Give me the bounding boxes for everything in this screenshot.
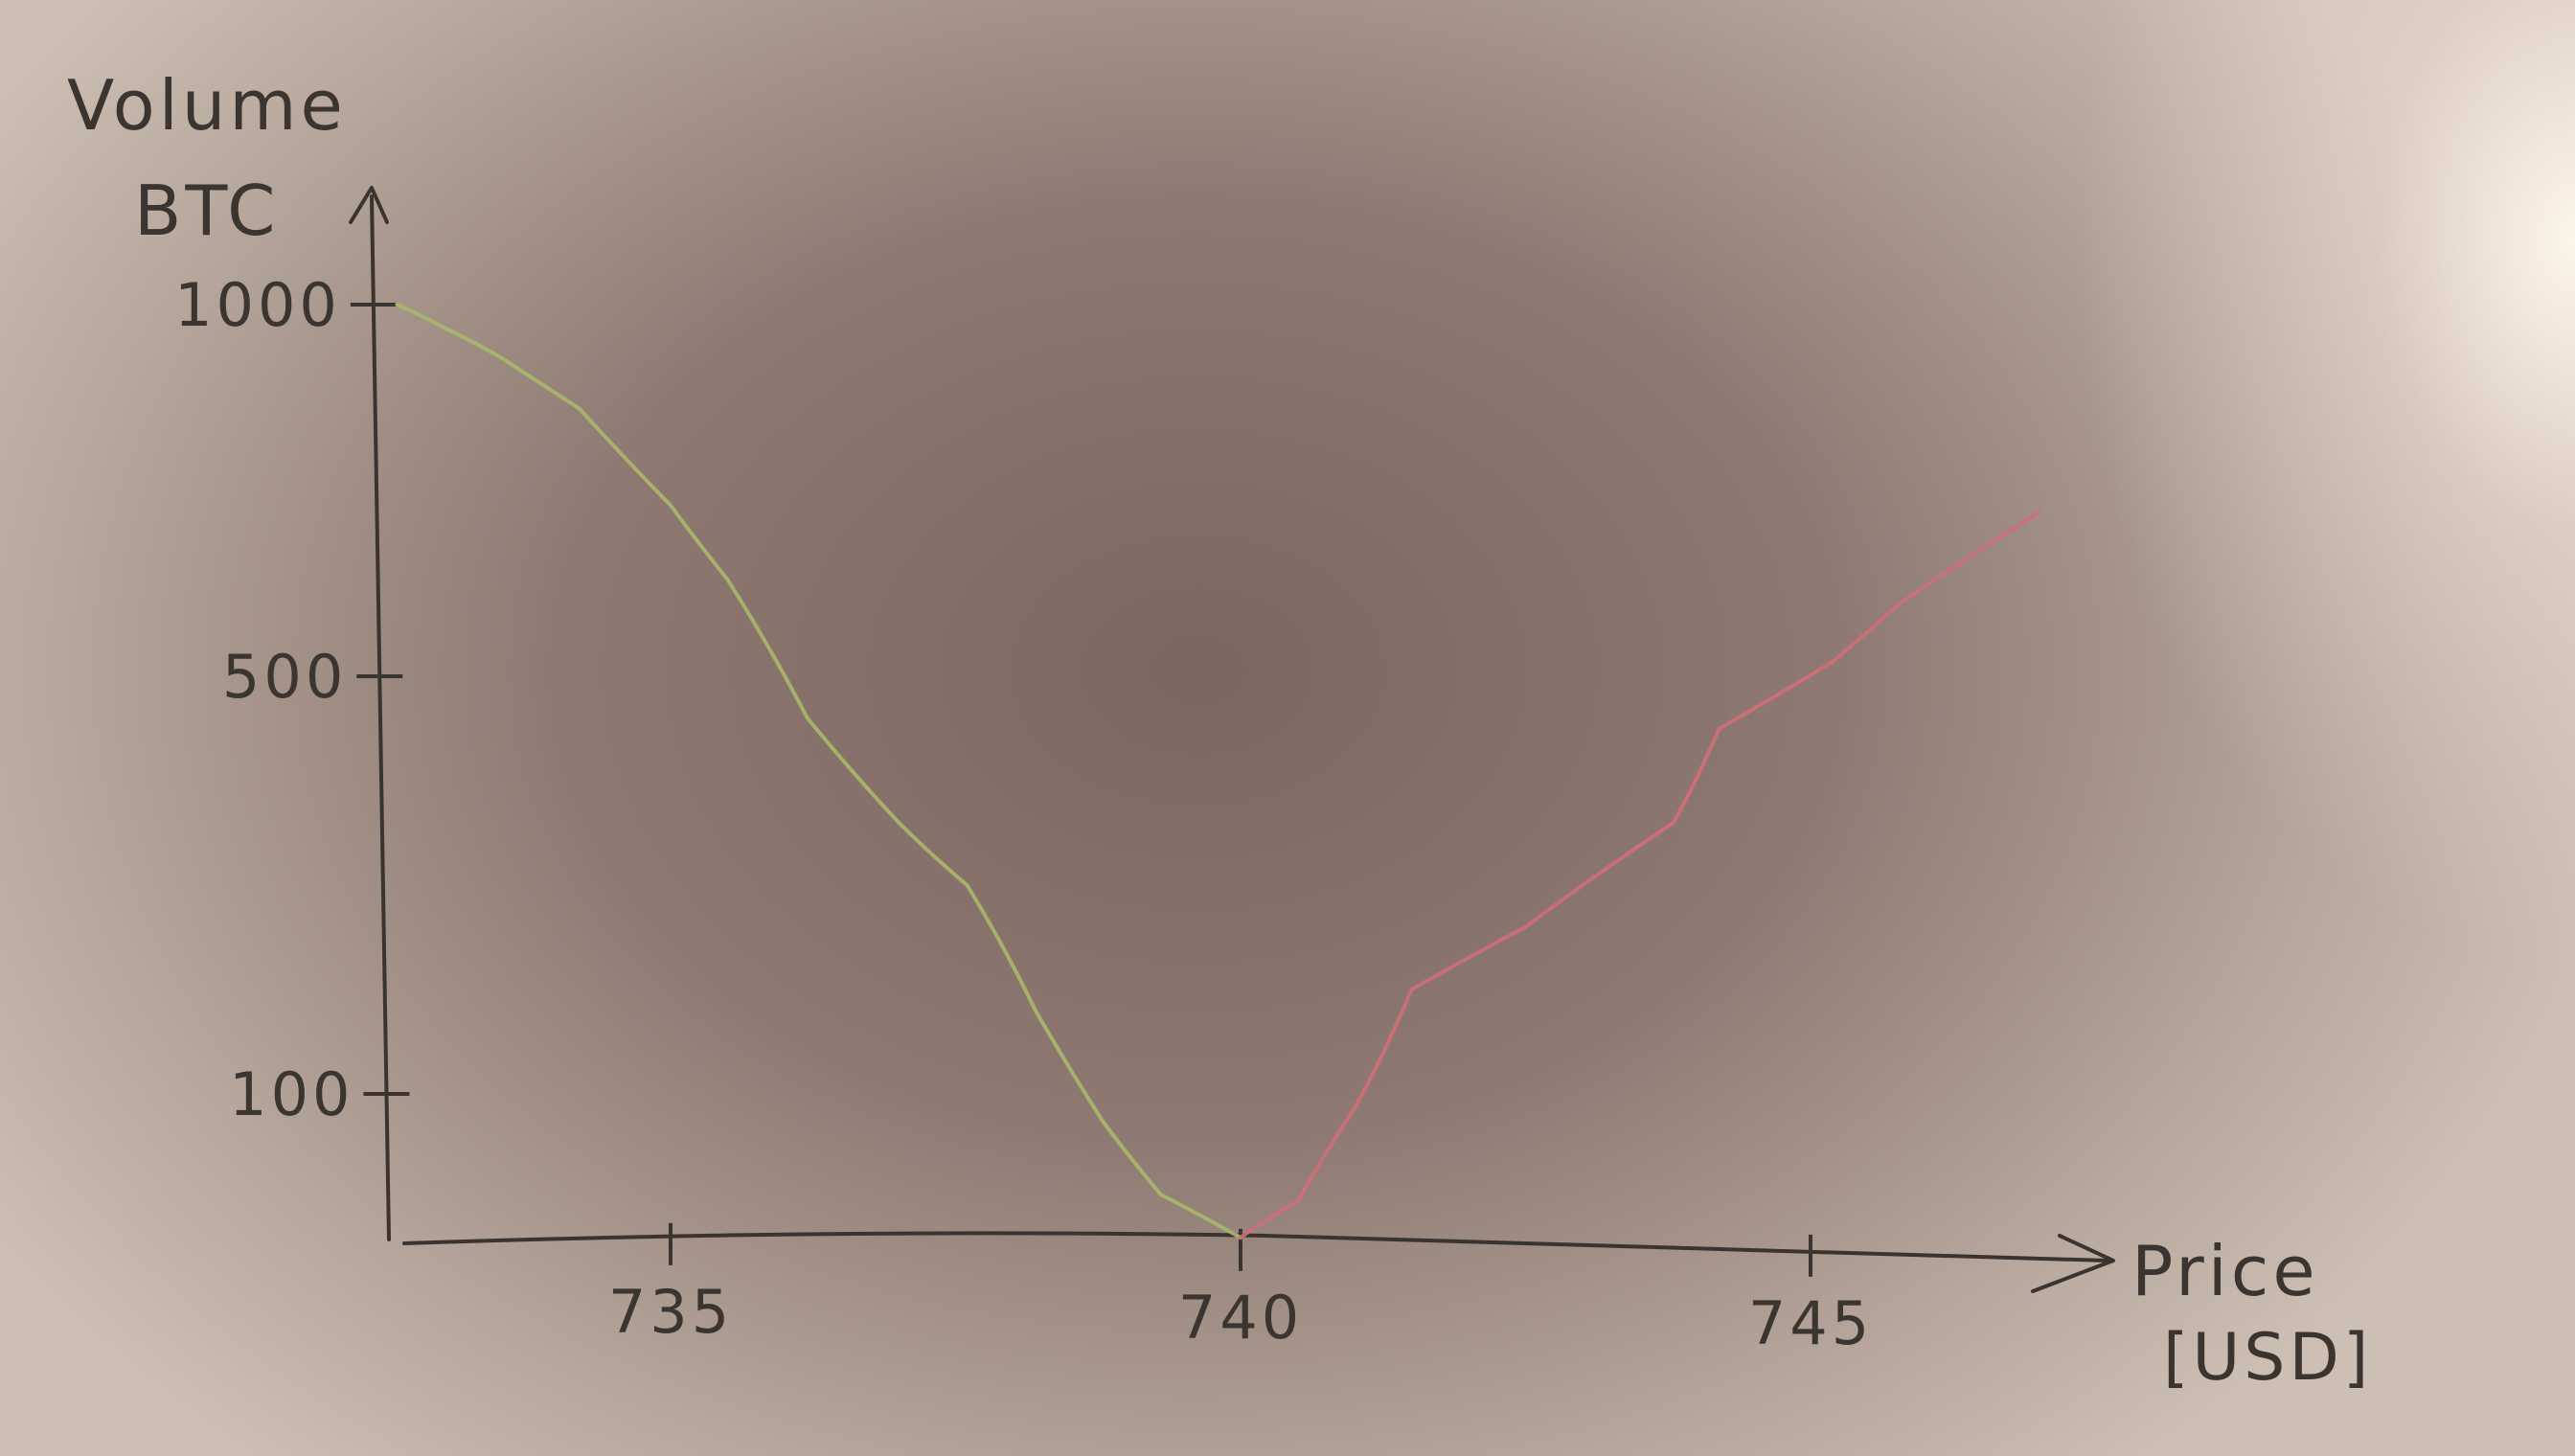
y-axis-title-line-2: BTC [134, 171, 279, 251]
x-axis-title-line-2: [USD] [2163, 1320, 2372, 1396]
y-axis-title-line-1: Volume [67, 65, 347, 146]
x-axis-line [402, 1231, 2109, 1263]
series-line-red [1239, 511, 2040, 1240]
series-line-green [395, 303, 1242, 1240]
x-axis-arrowhead [2031, 1234, 2115, 1293]
x-tick-label: 735 [608, 1277, 733, 1347]
x-tick-label: 740 [1178, 1283, 1303, 1353]
y-axis-line [370, 194, 391, 1241]
y-tick-label: 100 [229, 1059, 353, 1129]
x-tick-label: 745 [1748, 1288, 1873, 1358]
series-group [395, 303, 2040, 1240]
y-tick-label: 500 [222, 642, 347, 712]
y-tick-label: 1000 [174, 270, 341, 340]
x-axis-title-line-1: Price [2131, 1231, 2319, 1311]
y-axis-arrowhead [349, 186, 389, 224]
tick-group: 100 500 1000 735 740 745 [174, 270, 1873, 1358]
